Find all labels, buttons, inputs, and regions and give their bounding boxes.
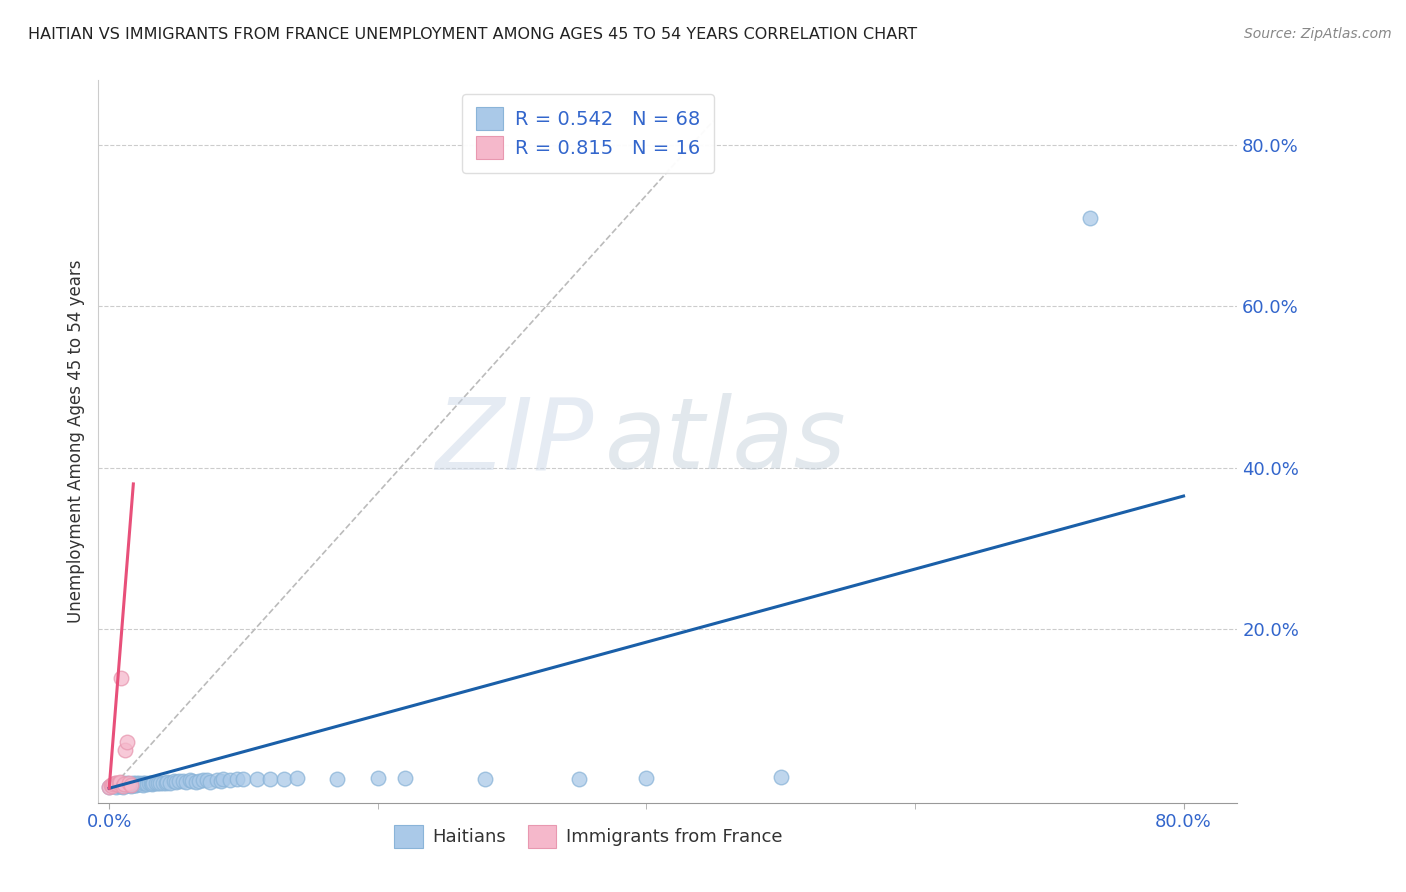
Point: [167, 774, 190, 789]
Point: [127, 777, 149, 791]
Point: [193, 773, 215, 788]
Point: [118, 778, 141, 792]
Y-axis label: Unemployment Among Ages 45 to 54 years: Unemployment Among Ages 45 to 54 years: [66, 260, 84, 624]
Point: [100, 778, 122, 792]
Point: [181, 774, 204, 789]
Point: [568, 772, 591, 786]
Point: [114, 743, 136, 757]
Point: [125, 778, 148, 792]
Point: [111, 775, 134, 789]
Legend: Haitians, Immigrants from France: Haitians, Immigrants from France: [387, 818, 789, 855]
Point: [273, 772, 295, 786]
Point: [107, 779, 129, 793]
Point: [1078, 211, 1101, 225]
Point: [285, 771, 308, 785]
Point: [118, 777, 141, 791]
Point: [104, 776, 127, 790]
Point: [188, 774, 211, 789]
Point: [769, 770, 792, 784]
Point: [105, 777, 128, 791]
Point: [108, 778, 131, 792]
Point: [139, 775, 162, 789]
Point: [132, 778, 155, 792]
Point: [135, 777, 157, 791]
Point: [110, 779, 132, 793]
Point: [219, 773, 242, 788]
Point: [209, 774, 232, 789]
Point: [212, 772, 235, 787]
Point: [198, 774, 221, 789]
Point: [110, 671, 132, 685]
Point: [132, 776, 155, 790]
Point: [115, 775, 138, 789]
Point: [394, 771, 416, 785]
Point: [152, 776, 174, 790]
Point: [326, 772, 349, 786]
Point: [155, 775, 177, 789]
Point: [122, 778, 145, 792]
Point: [205, 773, 228, 788]
Point: [114, 778, 136, 792]
Point: [115, 735, 138, 749]
Point: [225, 772, 247, 786]
Point: [145, 776, 167, 790]
Point: [104, 780, 127, 794]
Point: [636, 771, 658, 785]
Point: [98, 780, 121, 794]
Point: [146, 775, 169, 789]
Point: [232, 772, 254, 787]
Point: [195, 773, 218, 788]
Point: [118, 775, 141, 789]
Text: atlas: atlas: [605, 393, 846, 490]
Point: [367, 771, 389, 785]
Point: [141, 777, 163, 791]
Point: [186, 774, 208, 789]
Point: [174, 774, 197, 789]
Point: [165, 774, 187, 789]
Point: [474, 772, 496, 786]
Point: [149, 775, 172, 789]
Point: [117, 778, 139, 792]
Text: HAITIAN VS IMMIGRANTS FROM FRANCE UNEMPLOYMENT AMONG AGES 45 TO 54 YEARS CORRELA: HAITIAN VS IMMIGRANTS FROM FRANCE UNEMPL…: [28, 27, 917, 42]
Point: [120, 779, 142, 793]
Point: [111, 779, 134, 793]
Point: [246, 772, 269, 786]
Point: [115, 777, 138, 791]
Point: [125, 776, 148, 790]
Point: [108, 774, 131, 789]
Point: [142, 775, 165, 789]
Point: [103, 775, 125, 789]
Point: [259, 772, 281, 787]
Point: [120, 778, 142, 792]
Point: [162, 774, 184, 789]
Point: [129, 777, 152, 791]
Point: [112, 777, 135, 791]
Point: [122, 775, 145, 789]
Point: [159, 775, 181, 789]
Point: [138, 776, 160, 790]
Point: [107, 775, 129, 789]
Point: [156, 774, 179, 789]
Point: [179, 773, 201, 788]
Point: [103, 777, 125, 791]
Text: Source: ZipAtlas.com: Source: ZipAtlas.com: [1244, 27, 1392, 41]
Point: [101, 779, 124, 793]
Text: ZIP: ZIP: [436, 393, 593, 490]
Point: [172, 774, 194, 789]
Point: [128, 775, 150, 789]
Point: [111, 780, 134, 794]
Point: [124, 778, 146, 792]
Point: [98, 780, 121, 794]
Point: [134, 776, 156, 790]
Point: [121, 777, 143, 791]
